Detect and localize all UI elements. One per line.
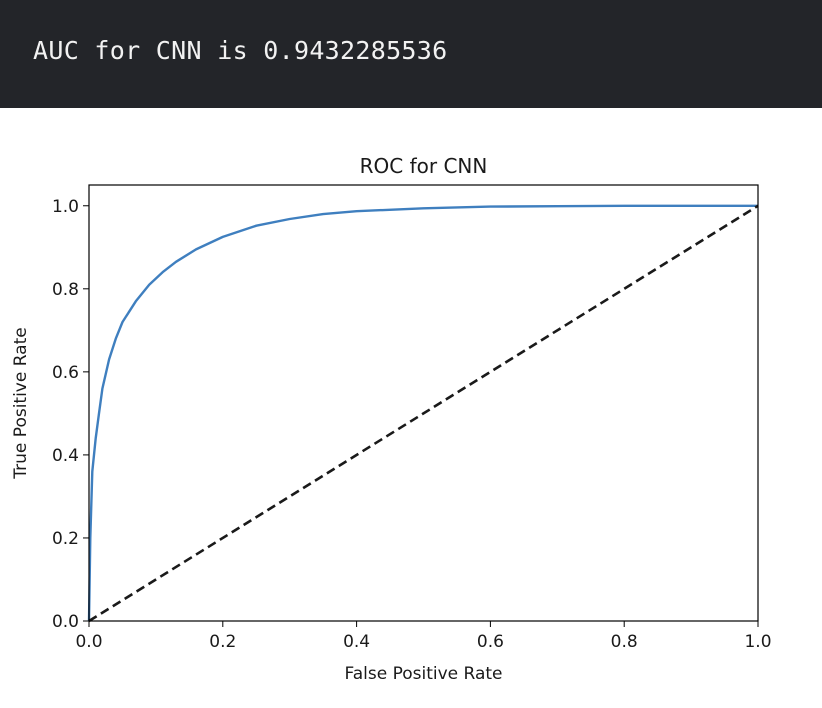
y-tick-label: 0.2 xyxy=(52,529,79,549)
x-tick-label: 0.0 xyxy=(75,632,102,652)
x-tick-label: 0.8 xyxy=(611,632,638,652)
x-tick-label: 0.6 xyxy=(477,632,504,652)
x-axis-label: False Positive Rate xyxy=(345,664,503,684)
chance-diagonal-line xyxy=(88,204,759,623)
x-tick-label: 0.2 xyxy=(209,632,236,652)
y-tick-label: 0.0 xyxy=(52,612,79,632)
y-tick-label: 0.4 xyxy=(52,446,79,466)
plot-frame xyxy=(88,184,759,622)
roc-chart: 0.0 0.2 0.4 0.6 0.8 1.0 0.0 0.2 0.4 0.6 0.8 1.0 ROC … xyxy=(11,154,772,684)
chart-title: ROC for CNN xyxy=(360,154,488,178)
x-tick-label: 1.0 xyxy=(744,632,771,652)
auc-output-text: AUC for CNN is 0.9432285536 xyxy=(33,36,448,65)
roc-curve-line xyxy=(87,204,758,622)
y-tick-label: 1.0 xyxy=(52,197,79,217)
y-axis-label: True Positive Rate xyxy=(11,327,31,479)
output-panel: AUC for CNN is 0.9432285536 xyxy=(0,0,822,108)
x-tick-label: 0.4 xyxy=(343,632,370,652)
y-tick-label: 0.6 xyxy=(52,363,79,383)
y-tick-label: 0.8 xyxy=(52,280,79,300)
